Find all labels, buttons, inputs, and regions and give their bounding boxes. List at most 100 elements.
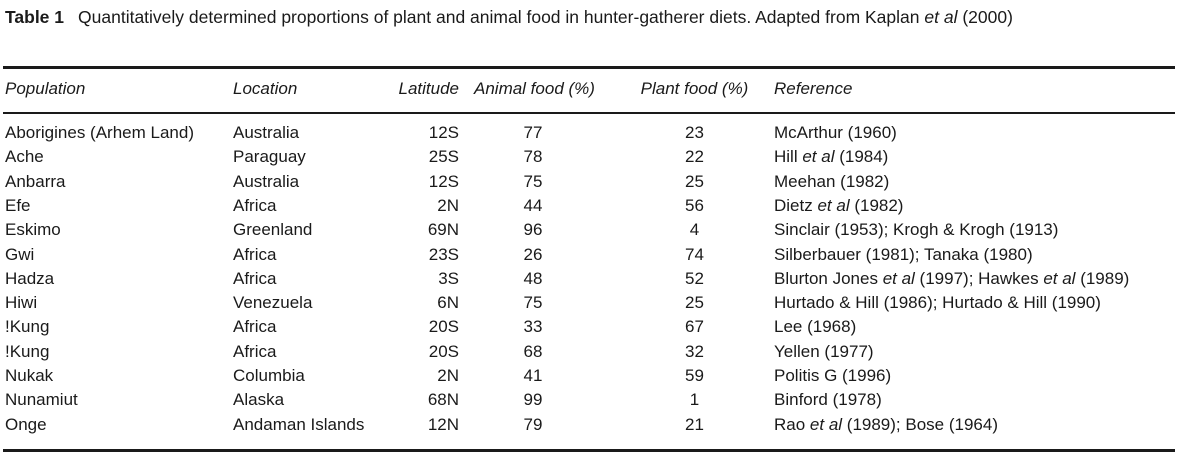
cell-reference: Binford (1978) xyxy=(774,388,882,412)
header-animal-food: Animal food (%) xyxy=(474,79,595,98)
cell-location: Africa xyxy=(233,195,277,215)
italic-text: et al xyxy=(924,7,958,27)
table-caption: Table 1 Quantitatively determined proport… xyxy=(5,5,1175,29)
cell-location: Africa xyxy=(233,244,277,264)
cell-plant: 74 xyxy=(685,244,704,264)
cell-population: Gwi xyxy=(5,244,35,264)
cell-animal: 33 xyxy=(523,317,543,337)
cell-reference: Hurtado & Hill (1986); Hurtado & Hill (1… xyxy=(774,291,1101,315)
cell-plant: 52 xyxy=(685,268,704,288)
cell-population: Aborigines (Arhem Land) xyxy=(5,123,194,142)
table-row: Nukak Columbia 2N 41 59 Politis G (1996) xyxy=(0,364,1181,388)
cell-plant: 25 xyxy=(685,293,704,313)
cell-plant: 1 xyxy=(689,390,700,410)
text-segment: (2000) xyxy=(957,7,1013,27)
text-segment: Quantitatively determined proportions of… xyxy=(78,7,925,27)
cell-animal: 75 xyxy=(523,293,543,313)
caption-text: Quantitatively determined proportions of… xyxy=(78,7,1013,27)
cell-location: Africa xyxy=(233,317,277,337)
table-row: Hiwi Venezuela 6N 75 25 Hurtado & Hill (1986)… xyxy=(0,291,1181,315)
cell-location: Australia xyxy=(233,171,300,191)
bottom-rule xyxy=(3,449,1175,452)
table-row: Onge Andaman Islands 12N 79 21 Rao et al (198… xyxy=(0,413,1181,437)
cell-location: Venezuela xyxy=(233,293,313,313)
header-reference: Reference xyxy=(774,79,853,98)
cell-reference: Blurton Jones et al (1997); Hawkes et al… xyxy=(774,267,1129,291)
cell-reference: Yellen (1977) xyxy=(774,340,874,364)
cell-population: Anbarra xyxy=(5,171,66,191)
cell-location: Africa xyxy=(233,341,277,361)
cell-location: Andaman Islands xyxy=(233,414,365,434)
cell-animal: 68 xyxy=(523,341,543,361)
cell-animal: 77 xyxy=(523,123,543,142)
text-segment: Hurtado & Hill (1986); Hurtado & Hill (1… xyxy=(774,293,1101,313)
cell-latitude: 20S xyxy=(428,341,459,361)
cell-latitude: 12S xyxy=(428,123,459,142)
cell-population: !Kung xyxy=(5,341,50,361)
cell-population: Hadza xyxy=(5,268,55,288)
cell-plant: 21 xyxy=(685,414,704,434)
cell-latitude: 2N xyxy=(437,366,459,385)
table-row: Ache Paraguay 25S 78 22 Hill et al (1984) xyxy=(0,145,1181,169)
italic-text: et al xyxy=(802,147,835,167)
text-segment: (1989) xyxy=(1075,268,1130,288)
text-segment: Dietz xyxy=(774,195,818,215)
italic-text: et al xyxy=(882,268,915,288)
cell-plant: 25 xyxy=(685,171,704,191)
cell-plant: 67 xyxy=(685,317,704,337)
top-rule xyxy=(3,66,1175,69)
cell-population: Eskimo xyxy=(5,220,61,240)
cell-population: Ache xyxy=(5,147,44,167)
cell-animal: 44 xyxy=(523,195,543,215)
cell-latitude: 2N xyxy=(437,195,459,215)
cell-plant: 59 xyxy=(685,366,704,385)
italic-text: et al xyxy=(817,195,850,215)
cell-plant: 56 xyxy=(685,195,704,215)
header-plant-food: Plant food (%) xyxy=(640,79,749,98)
text-segment: Silberbauer (1981); Tanaka (1980) xyxy=(774,244,1033,264)
cell-animal: 99 xyxy=(523,390,543,410)
cell-latitude: 25S xyxy=(428,147,459,167)
table-label: Table 1 xyxy=(5,7,65,27)
text-segment: Yellen (1977) xyxy=(774,341,874,361)
text-segment: (1984) xyxy=(834,147,889,167)
cell-reference: Dietz et al (1982) xyxy=(774,194,903,218)
cell-location: Paraguay xyxy=(233,147,306,167)
cell-latitude: 69N xyxy=(427,220,459,240)
cell-location: Australia xyxy=(233,123,300,142)
cell-plant: 22 xyxy=(685,147,704,167)
cell-animal: 75 xyxy=(523,171,543,191)
text-segment: Lee (1968) xyxy=(774,317,857,337)
text-segment: McArthur (1960) xyxy=(774,123,897,142)
cell-animal: 26 xyxy=(523,244,543,264)
cell-population: Onge xyxy=(5,414,47,434)
cell-plant: 4 xyxy=(689,220,700,240)
cell-population: Hiwi xyxy=(5,293,38,313)
text-segment: (1982) xyxy=(849,195,904,215)
text-segment: (1997); Hawkes xyxy=(914,268,1044,288)
text-segment: Rao xyxy=(774,414,810,434)
cell-plant: 32 xyxy=(685,341,704,361)
cell-population: Nukak xyxy=(5,366,54,385)
cell-latitude: 3S xyxy=(438,268,459,288)
text-segment: Meehan (1982) xyxy=(774,171,890,191)
text-segment: Binford (1978) xyxy=(774,390,882,410)
cell-animal: 79 xyxy=(523,414,543,434)
table-row: Eskimo Greenland 69N 96 4 Sinclair (1953); Kr… xyxy=(0,218,1181,242)
italic-text: et al xyxy=(809,414,843,434)
italic-text: et al xyxy=(1043,268,1076,288)
header-latitude: Latitude xyxy=(398,79,460,98)
cell-location: Greenland xyxy=(233,220,313,240)
text-segment: Politis G (1996) xyxy=(774,366,892,385)
text-segment: (1989); Bose (1964) xyxy=(842,414,998,434)
cell-latitude: 12N xyxy=(427,414,459,434)
cell-population: !Kung xyxy=(5,317,50,337)
text-segment: Hill xyxy=(774,147,803,167)
cell-population: Nunamiut xyxy=(5,390,78,410)
cell-latitude: 6N xyxy=(437,293,459,313)
table-row: Anbarra Australia 12S 75 25 Meehan (1982) xyxy=(0,170,1181,194)
table-row: Aborigines (Arhem Land) Australia 12S 77 23 M… xyxy=(0,121,1181,145)
cell-population: Efe xyxy=(5,195,31,215)
cell-plant: 23 xyxy=(685,123,704,142)
table-row: Hadza Africa 3S 48 52 Blurton Jones et al (19… xyxy=(0,267,1181,291)
